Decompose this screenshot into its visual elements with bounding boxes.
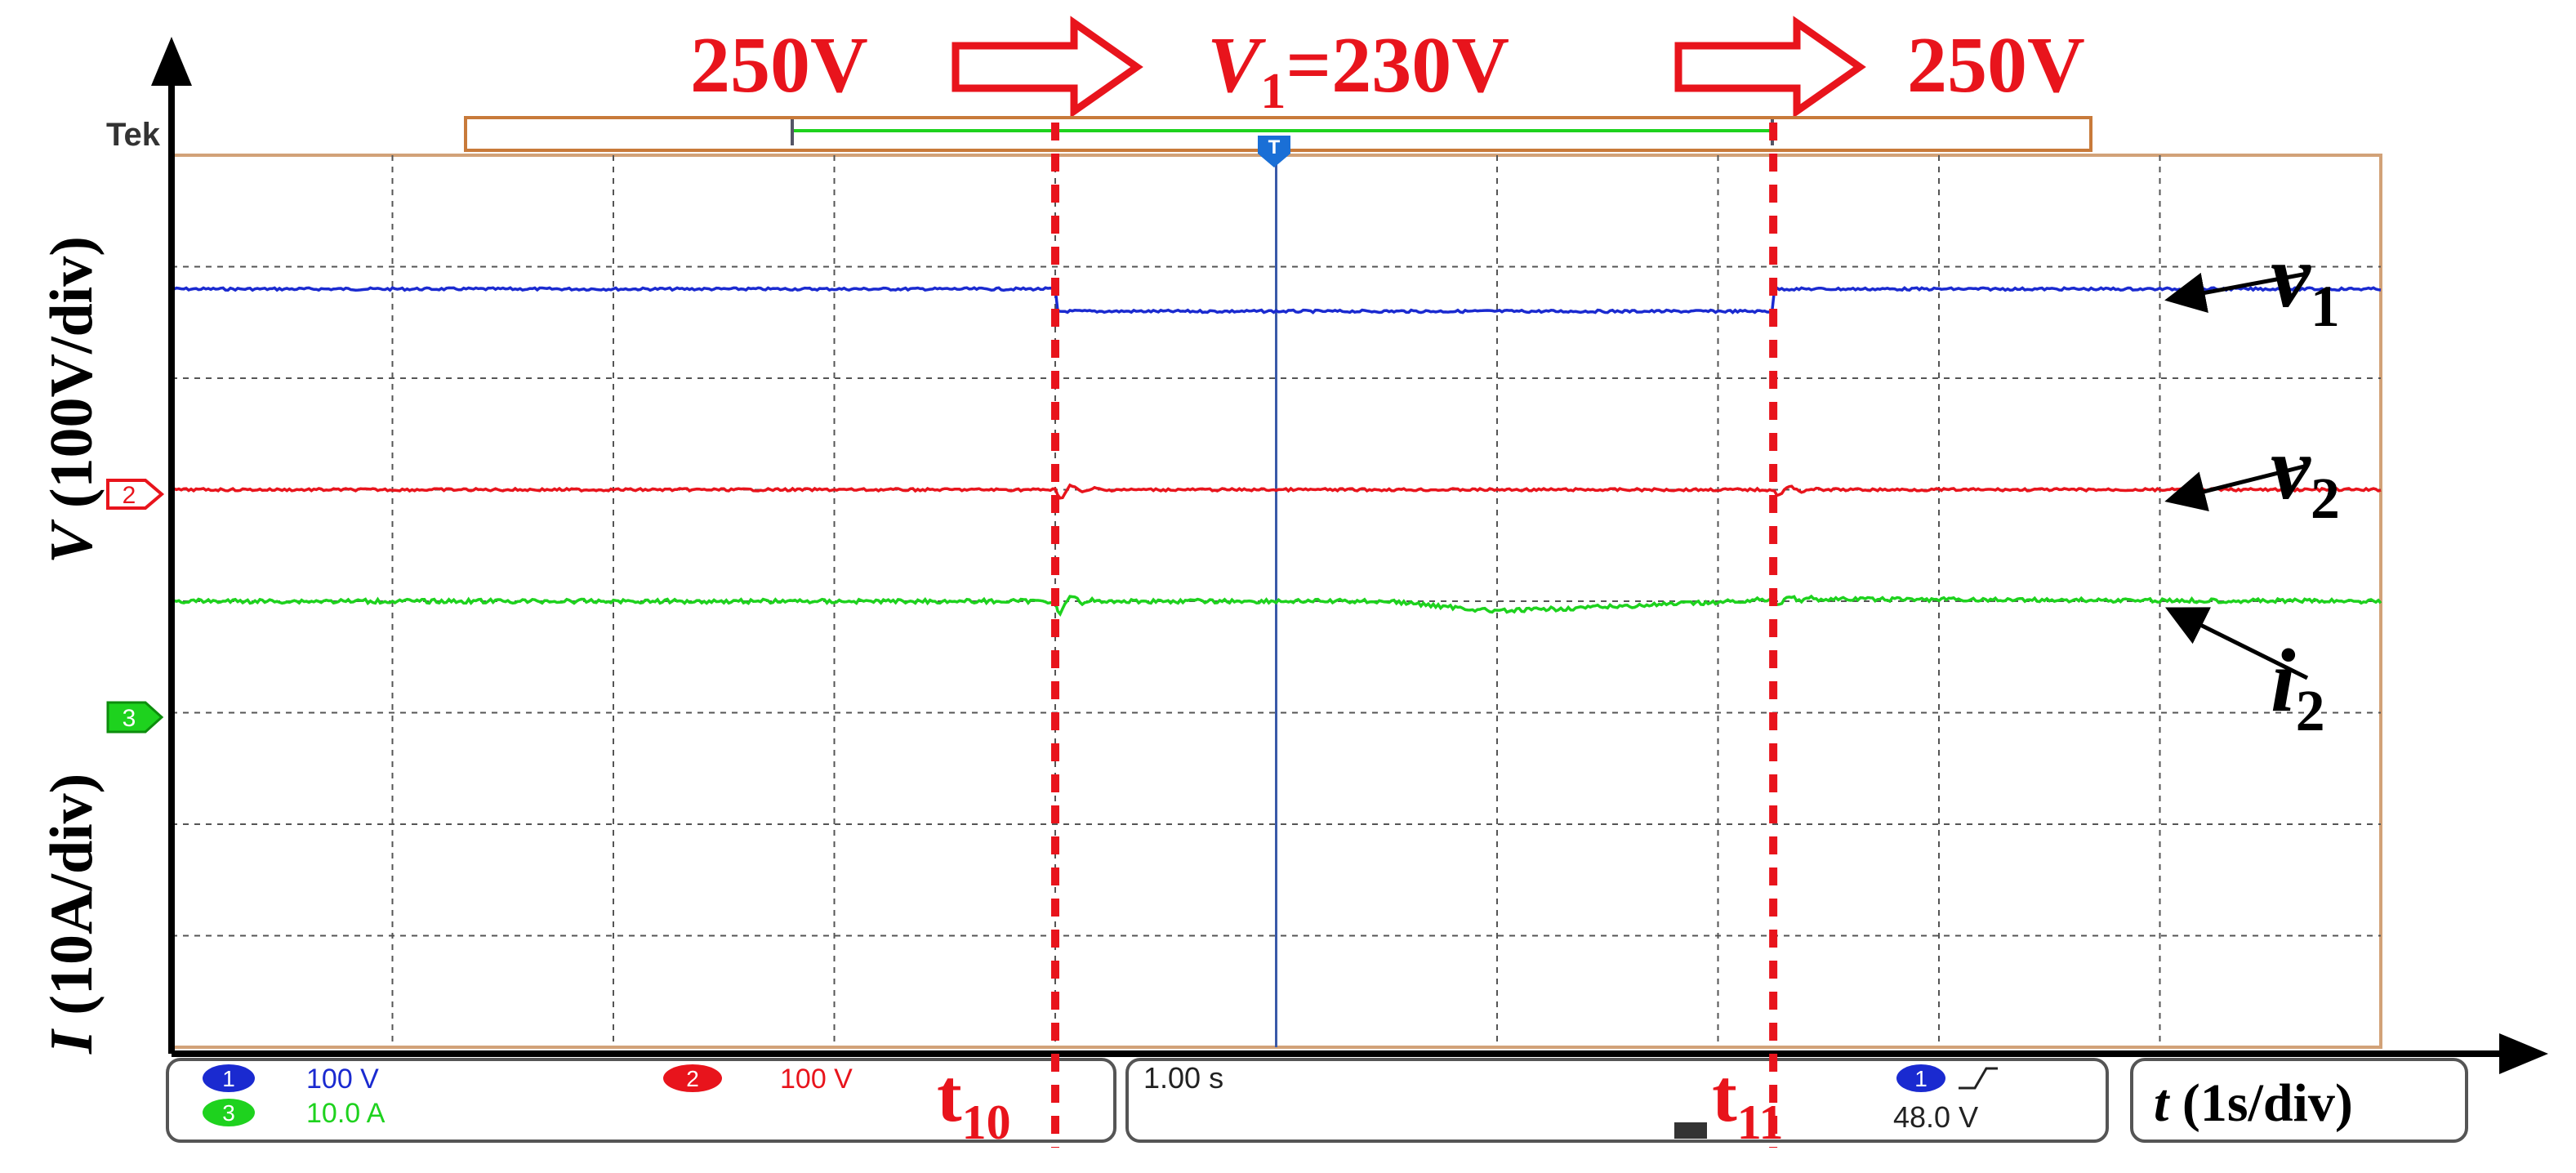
channel-2-badge [663,1064,722,1092]
timebase-panel [1125,1058,2109,1143]
svg-text:1: 1 [1914,1066,1928,1091]
trace-pointer-arrow-icon [2164,271,2308,314]
trace-pointer-arrow-icon [2164,463,2308,511]
trace-label-i2: i2 [2165,607,2325,743]
svg-text:3: 3 [222,1100,235,1126]
timebase-value: 1.00 s [1143,1061,1223,1095]
waveform-traces: v1 v2 i2 [170,226,2382,743]
channel-1-scale: 100 V [306,1064,379,1095]
svg-text:3: 3 [123,705,136,732]
trace-i2 [171,594,2382,617]
left-voltage-label: 250V [690,21,868,109]
channel-1-badge [203,1064,255,1092]
transition-arrow-left-icon [952,16,1143,118]
middle-voltage-label: V1=230V [1207,21,1509,119]
channel-2-scale: 100 V [780,1064,853,1095]
y-axis-lower-label: I (10A/div) [38,774,105,1055]
svg-text:1: 1 [222,1066,235,1091]
channel-3-ground-marker: 3 [106,701,164,734]
svg-text:T: T [1268,136,1281,158]
rising-edge-icon [1959,1067,1998,1090]
trace-v2 [170,483,2382,500]
trigger-level: 48.0 V [1893,1100,1978,1134]
channel-2-ground-marker: 2 [106,479,165,510]
trigger-position-marker: T [1258,136,1290,167]
trace-name: i2 [2271,631,2325,743]
svg-text:2: 2 [686,1066,699,1091]
trace-label-v1: v1 [2164,226,2340,339]
x-axis-arrow-icon [2499,1033,2548,1074]
transition-arrow-right-icon [1674,16,1866,118]
trace-name: v2 [2271,418,2340,531]
event-markers: t10 t11 [937,123,1783,1149]
event-label-t11: t11 [1712,1054,1783,1149]
trace-v1 [171,286,2382,314]
trace-pointer-arrow-icon [2165,607,2309,680]
trace-name: v1 [2271,226,2340,339]
channel-3-scale: 10.0 A [306,1098,386,1129]
brand-label: Tek [106,117,161,153]
event-label-t10: t10 [937,1054,1011,1149]
y-axis-arrow-icon [151,37,192,86]
x-axis-label: t (1s/div) [2154,1073,2353,1133]
x-axis-label-box [2130,1058,2468,1143]
channel-3-badge [203,1099,255,1126]
status-bar: 1 100 V 3 10.0 A 2 100 V 1.00 s 1 48.0 V… [166,1058,2468,1143]
svg-text:2: 2 [123,482,136,509]
trigger-channel-badge [1896,1064,1945,1092]
channel-settings-panel [166,1058,1116,1143]
trace-label-v2: v2 [2164,418,2340,531]
right-voltage-label: 250V [1907,21,2085,109]
y-axis-upper-label: V (100V/div) [38,236,105,564]
